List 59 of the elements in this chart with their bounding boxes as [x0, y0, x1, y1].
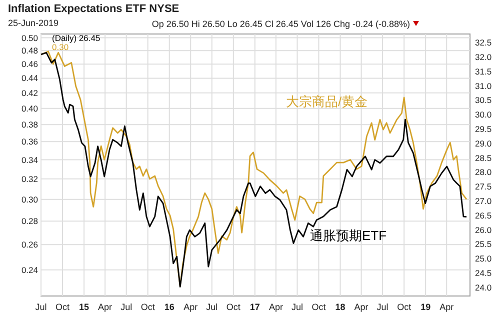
y-tick-label: 0.28 — [21, 216, 38, 226]
series-label: 通胀预期ETF — [310, 228, 387, 243]
y2-tick-label: 24.0 — [475, 282, 492, 292]
x-tick-label: Jul — [120, 302, 132, 312]
x-tick-label: Oct — [140, 302, 156, 312]
x-tick-label: Apr — [268, 302, 283, 312]
y2-tick-label: 28.5 — [475, 152, 492, 163]
chart-title: Inflation Expectations ETF NYSE — [8, 3, 180, 15]
x-tick-label: Jul — [376, 302, 388, 312]
x-tick-label: 15 — [79, 302, 90, 312]
x-tick-label: Apr — [440, 302, 454, 312]
y-tick-label: 0.26 — [21, 240, 38, 250]
annotation: (Daily) 26.45 — [52, 33, 100, 43]
text: Op 26.50 Hi 26.50 Lo 26.45 Cl 26.45 Vol 126 Chg -0.24 (-0.88%) — [152, 19, 410, 29]
y2-tick-label: 26.5 — [475, 210, 492, 220]
y2-tick-label: 26.0 — [475, 224, 492, 235]
x-tick-label: 17 — [250, 302, 260, 312]
y2-tick-label: 25.0 — [475, 254, 492, 264]
x-tick-label: Jul — [35, 302, 47, 312]
x-tick-label: 16 — [164, 302, 174, 312]
x-tick-label: Oct — [397, 302, 412, 312]
series-label: 大宗商品/黄金 — [286, 94, 368, 109]
y-tick-label: 0.36 — [21, 136, 38, 147]
y2-tick-label: 29.5 — [475, 124, 492, 134]
x-tick-label: 19 — [420, 302, 431, 312]
y2-tick-label: 27.0 — [475, 196, 492, 206]
y2-tick-label: 30.5 — [475, 95, 492, 106]
y2-tick-label: 32.0 — [475, 52, 492, 62]
y2-tick-label: 31.0 — [475, 80, 492, 91]
y-tick-label: 0.32 — [21, 174, 38, 184]
y-tick-label: 0.30 — [21, 194, 38, 204]
y-tick-label: 0.38 — [21, 120, 38, 130]
y-tick-label: 0.50 — [21, 32, 38, 43]
y2-tick-label: 31.5 — [475, 66, 492, 76]
x-tick-label: Apr — [184, 302, 198, 312]
x-tick-label: Apr — [354, 302, 368, 312]
y2-tick-label: 32.5 — [475, 38, 492, 48]
x-tick-label: Oct — [56, 302, 70, 312]
x-tick-label: Jul — [206, 302, 218, 312]
y-tick-label: 0.44 — [21, 73, 38, 84]
y-tick-label: 0.24 — [21, 264, 38, 275]
chart-subtitle: 25-Jun-2019 — [8, 18, 59, 28]
y-tick-label: 0.48 — [21, 46, 38, 56]
y2-tick-label: 25.5 — [475, 239, 492, 250]
y2-tick-label: 30.0 — [475, 110, 492, 120]
x-tick-label: Oct — [312, 302, 326, 312]
y2-tick-label: 27.5 — [475, 182, 492, 192]
y2-tick-label: 24.5 — [475, 268, 492, 278]
y2-tick-label: 28.0 — [475, 167, 492, 178]
x-tick-label: Jul — [291, 302, 303, 312]
x-tick-label: 18 — [335, 302, 346, 312]
y2-tick-label: 29.0 — [475, 138, 492, 148]
y-tick-label: 0.34 — [21, 154, 38, 165]
y-tick-label: 0.42 — [21, 88, 38, 98]
y-tick-label: 0.46 — [21, 59, 38, 70]
annotation: 0.30 — [52, 42, 69, 52]
y-tick-label: 0.40 — [21, 103, 38, 114]
x-tick-label: Apr — [98, 302, 112, 312]
x-tick-label: Oct — [226, 302, 241, 312]
